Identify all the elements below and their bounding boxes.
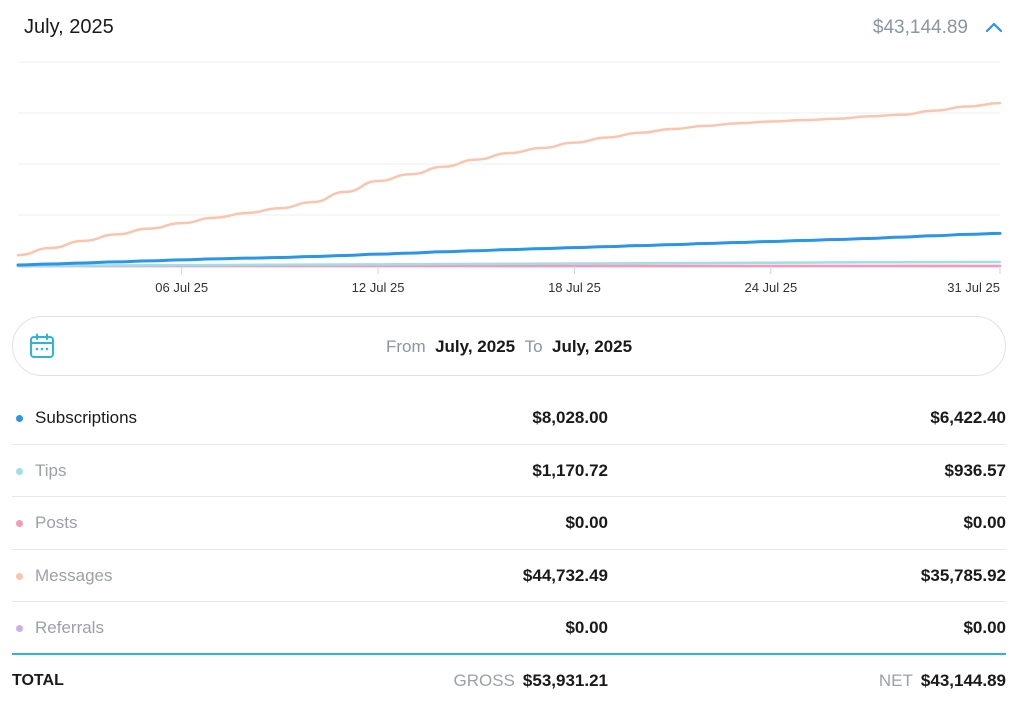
messages-dot: [16, 572, 23, 580]
row-subscriptions[interactable]: Subscriptions $8,028.00 $6,422.40: [12, 392, 1006, 445]
x-tick-label: 12 Jul 25: [352, 280, 405, 295]
date-range-selector[interactable]: From July, 2025 To July, 2025: [12, 316, 1006, 376]
total-gross: GROSS $53,931.21: [454, 671, 609, 691]
gross-caption: GROSS: [453, 671, 515, 690]
posts-net: $0.00: [963, 513, 1006, 532]
referrals-gross: $0.00: [565, 618, 608, 637]
x-tick-label: 31 Jul 25: [947, 280, 1000, 295]
messages-label: Messages: [35, 565, 113, 585]
row-referrals[interactable]: Referrals $0.00 $0.00: [12, 602, 1006, 655]
from-label: From: [385, 337, 426, 356]
earnings-chart-svg: 06 Jul 25 12 Jul 25 18 Jul 25 24 Jul 25 31 J…: [16, 61, 1002, 295]
from-value: July, 2025: [435, 337, 516, 356]
tips-label: Tips: [35, 460, 67, 480]
posts-gross: $0.00: [565, 513, 608, 532]
date-range-text: From July, 2025 To July, 2025: [13, 337, 1005, 357]
net-caption: NET: [878, 671, 913, 690]
totals-row: TOTAL GROSS $53,931.21 NET $43,144.89: [12, 653, 1006, 707]
subscriptions-net: $6,422.40: [930, 408, 1006, 427]
net-total-value: $43,144.89: [920, 671, 1006, 690]
to-value: July, 2025: [552, 337, 633, 356]
total-net: NET $43,144.89: [879, 671, 1006, 691]
tips-net: $936.57: [944, 460, 1006, 480]
tips-dot: [16, 467, 23, 475]
posts-label: Posts: [35, 513, 78, 532]
row-tips[interactable]: Tips $1,170.72 $936.57: [12, 445, 1006, 497]
x-tick-label: 06 Jul 25: [155, 280, 208, 295]
posts-dot: [16, 520, 23, 527]
row-messages[interactable]: Messages $44,732.49 $35,785.92: [12, 550, 1006, 602]
referrals-net: $0.00: [963, 618, 1006, 637]
subscriptions-gross: $8,028.00: [532, 408, 608, 427]
calendar-icon: [30, 333, 54, 358]
gross-total-value: $53,931.21: [522, 671, 608, 690]
chevron-up-icon[interactable]: [984, 18, 1004, 38]
total-label: TOTAL: [12, 672, 64, 689]
subscriptions-dot: [16, 415, 23, 422]
row-posts[interactable]: Posts $0.00 $0.00: [12, 497, 1006, 550]
subscriptions-label: Subscriptions: [35, 408, 138, 427]
subscriptions-series-line: [16, 231, 1002, 267]
to-label: To: [524, 337, 543, 356]
tips-gross: $1,170.72: [532, 460, 608, 480]
x-tick-label: 24 Jul 25: [744, 280, 797, 295]
messages-net: $35,785.92: [920, 565, 1006, 585]
earnings-header: July, 2025 $43,144.89: [0, 0, 1024, 56]
x-tick-label: 18 Jul 25: [548, 280, 601, 295]
earnings-breakdown: Subscriptions $8,028.00 $6,422.40 Tips $…: [12, 392, 1006, 655]
earnings-chart: 06 Jul 25 12 Jul 25 18 Jul 25 24 Jul 25 31 J…: [0, 56, 1024, 306]
period-total: $43,144.89: [872, 17, 968, 38]
tips-series-line: [16, 260, 1002, 268]
messages-gross: $44,732.49: [522, 565, 608, 585]
referrals-label: Referrals: [35, 618, 104, 637]
referrals-dot: [16, 625, 23, 632]
messages-series-line: [16, 101, 1002, 257]
period-title: July, 2025: [24, 16, 114, 38]
